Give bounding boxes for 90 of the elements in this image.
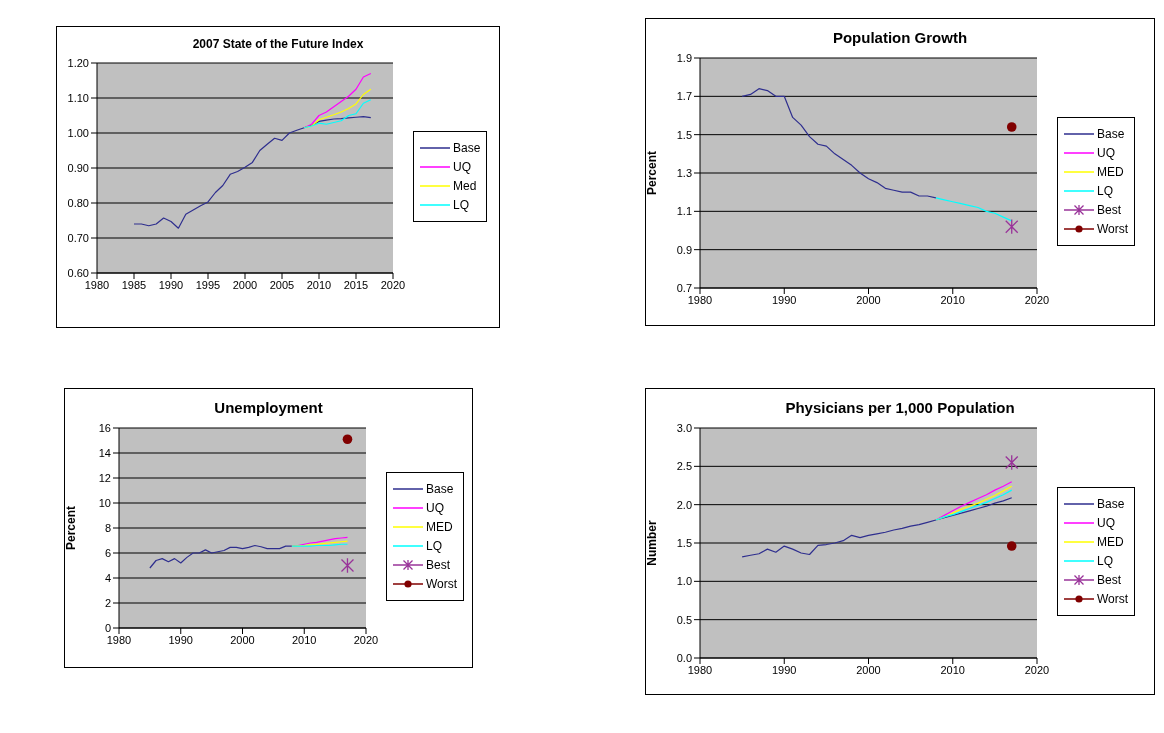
x-tick-label: 2000 — [230, 633, 255, 646]
legend-label: Base — [453, 140, 481, 155]
legend-label: UQ — [1097, 515, 1115, 530]
x-tick-label: 2015 — [343, 278, 369, 291]
chart-title: 2007 State of the Future Index — [191, 37, 365, 51]
legend-label: UQ — [453, 159, 471, 174]
y-tick-label: 6 — [104, 546, 111, 559]
y-tick-label: 1.0 — [676, 575, 692, 588]
y-tick-label: 1.00 — [67, 126, 89, 139]
y-tick-label: 0.80 — [67, 196, 89, 209]
x-tick-label: 1985 — [121, 278, 147, 291]
y-tick-label: 1.10 — [67, 91, 89, 104]
y-tick-label: 1.1 — [676, 205, 692, 218]
line-series — [303, 99, 372, 129]
legend-label: Best — [1097, 202, 1122, 217]
y-tick-label: 0.5 — [676, 613, 692, 626]
x-tick-label: 2000 — [856, 293, 881, 306]
chart-title: Population Growth — [831, 29, 969, 46]
line-series — [133, 115, 372, 229]
x-tick-label: 2010 — [940, 293, 965, 306]
y-tick-label: 0.7 — [676, 281, 692, 294]
legend-label: MED — [1097, 534, 1124, 549]
legend-label: Base — [1097, 126, 1125, 141]
x-tick-label: 1980 — [106, 633, 132, 646]
y-tick-label: 10 — [98, 496, 111, 509]
y-tick-label: 1.3 — [676, 166, 692, 179]
y-tick-label: 16 — [98, 421, 111, 434]
legend-label: Base — [1097, 496, 1125, 511]
legend-label: UQ — [426, 500, 444, 515]
legend-label: Base — [426, 481, 454, 496]
y-axis-title: Percent — [64, 505, 79, 551]
x-tick-label: 2000 — [232, 278, 258, 291]
x-tick-label: 2020 — [380, 278, 406, 291]
line-series — [741, 497, 1013, 558]
legend-label: LQ — [426, 538, 443, 553]
y-tick-label: 1.7 — [676, 90, 692, 103]
x-tick-label: 2020 — [353, 633, 379, 646]
y-tick-label: 0.0 — [676, 651, 692, 664]
x-tick-label: 2000 — [856, 663, 881, 676]
y-tick-label: 3.0 — [676, 421, 692, 434]
legend-label: Worst — [1097, 221, 1129, 236]
x-tick-label: 1980 — [687, 663, 713, 676]
x-tick-label: 2010 — [306, 278, 332, 291]
x-tick-label: 2020 — [1024, 663, 1050, 676]
x-tick-label: 1980 — [84, 278, 110, 291]
x-tick-label: 2020 — [1024, 293, 1050, 306]
legend-label: MED — [426, 519, 453, 534]
x-tick-label: 2010 — [292, 633, 317, 646]
line-series — [149, 544, 293, 569]
legend-label: LQ — [1097, 553, 1114, 568]
y-tick-label: 4 — [104, 571, 111, 584]
x-tick-label: 1990 — [168, 633, 193, 646]
y-tick-label: 0 — [104, 621, 111, 634]
legend-label: UQ — [1097, 145, 1115, 160]
x-tick-label: 1990 — [158, 278, 184, 291]
y-tick-label: 0.70 — [67, 231, 89, 244]
y-tick-label: 2 — [104, 596, 111, 609]
chart-title: Unemployment — [213, 399, 324, 416]
x-tick-label: 1995 — [195, 278, 221, 291]
line-series — [935, 197, 1013, 222]
legend-label: Best — [1097, 572, 1122, 587]
x-tick-label: 1990 — [772, 293, 797, 306]
y-tick-label: 1.9 — [676, 51, 692, 64]
x-tick-label: 2010 — [940, 663, 965, 676]
y-tick-label: 0.90 — [67, 161, 89, 174]
legend-label: LQ — [1097, 183, 1114, 198]
x-tick-label: 1980 — [687, 293, 713, 306]
y-tick-label: 0.9 — [676, 243, 692, 256]
y-axis-title: Number — [645, 520, 660, 566]
line-series — [741, 88, 937, 199]
y-tick-label: 1.5 — [676, 536, 692, 549]
y-tick-label: 0.60 — [67, 266, 89, 279]
x-tick-label: 1990 — [772, 663, 797, 676]
legend-label: MED — [1097, 164, 1124, 179]
y-tick-label: 2.0 — [676, 498, 692, 511]
legend-label: LQ — [453, 197, 470, 212]
y-tick-label: 12 — [98, 471, 111, 484]
legend-label: Best — [426, 557, 451, 572]
y-tick-label: 1.20 — [67, 56, 89, 69]
y-tick-label: 2.5 — [676, 460, 692, 473]
legend-label: Worst — [1097, 591, 1129, 606]
y-tick-label: 1.5 — [676, 128, 692, 141]
legend-label: Worst — [426, 576, 458, 591]
x-tick-label: 2005 — [269, 278, 295, 291]
y-axis-title: Percent — [645, 150, 660, 196]
legend-label: Med — [453, 178, 477, 193]
chart-title: Physicians per 1,000 Population — [784, 399, 1016, 416]
y-tick-label: 8 — [104, 521, 111, 534]
y-tick-label: 14 — [98, 446, 111, 459]
line-series — [303, 72, 372, 129]
